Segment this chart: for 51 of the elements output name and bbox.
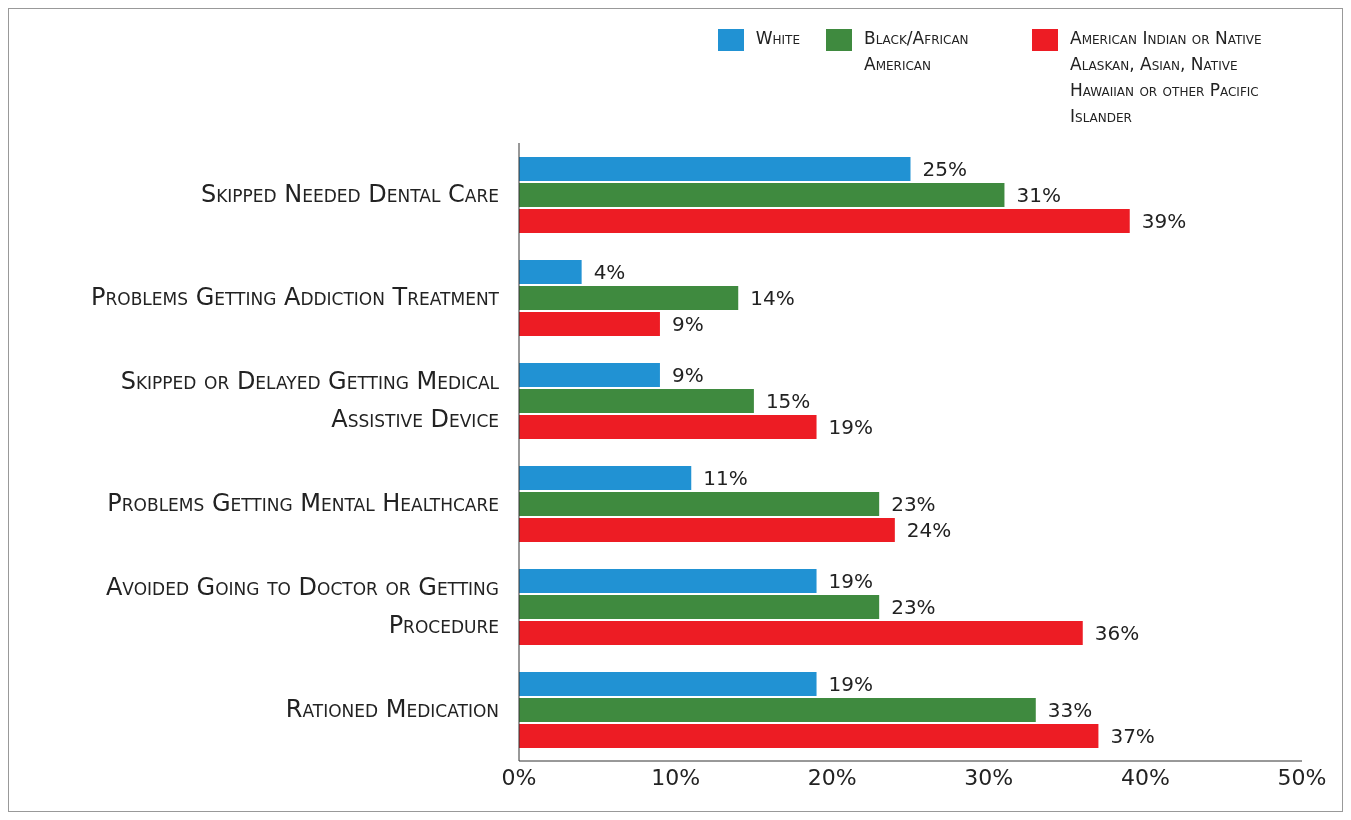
data-label: 31% (1016, 183, 1061, 208)
bar (519, 724, 1099, 748)
y-tick-label: Skipped or Delayed Getting Medical Assistive Device (120, 366, 500, 433)
bar (519, 312, 660, 336)
x-tick-label: 40% (1120, 764, 1170, 790)
data-label: 23% (891, 492, 936, 517)
bar (519, 621, 1083, 645)
y-tick-label: Rationed Medication (285, 694, 499, 723)
x-tick-label: 50% (1277, 764, 1327, 790)
y-tick-label: Avoided Going to Doctor or Getting Procedure (105, 572, 499, 639)
x-tick-label: 10% (651, 764, 701, 790)
bar (519, 698, 1036, 722)
bar (519, 389, 754, 413)
x-tick-label: 0% (501, 764, 537, 790)
data-label: 9% (671, 363, 704, 388)
bar (519, 415, 817, 439)
x-tick-label: 20% (807, 764, 857, 790)
bar (519, 157, 911, 181)
bar (519, 183, 1005, 207)
data-label: 37% (1110, 724, 1155, 749)
data-label: 4% (593, 260, 626, 285)
data-label: 14% (750, 286, 795, 311)
bar (519, 286, 739, 310)
data-label: 39% (1141, 209, 1187, 234)
x-tick-label: 30% (964, 764, 1014, 790)
y-tick-label: Problems Getting Mental Healthcare (107, 488, 499, 517)
bar (519, 363, 660, 387)
data-label: 33% (1047, 698, 1093, 723)
y-tick-label: Problems Getting Addiction Treatment (91, 282, 500, 311)
legend-label: White (755, 27, 800, 50)
data-label: 11% (703, 466, 748, 491)
legend-label: Black/African American (864, 27, 970, 76)
bar (519, 595, 880, 619)
data-label: 23% (891, 595, 936, 620)
y-tick-label: Skipped Needed Dental Care (200, 179, 499, 208)
data-label: 9% (671, 312, 704, 337)
bar (519, 492, 880, 516)
bar (519, 569, 817, 593)
data-label: 19% (828, 569, 873, 594)
bar (519, 209, 1130, 233)
data-label: 19% (828, 415, 873, 440)
data-label: 19% (828, 672, 873, 697)
legend-label: American Indian or Native Alaskan, Asian, Native Hawaiian or other Pacific Islander (1070, 27, 1263, 128)
data-label: 15% (765, 389, 811, 414)
data-label: 24% (906, 518, 952, 543)
data-label: 25% (922, 157, 967, 182)
bar (519, 466, 692, 490)
bar (519, 672, 817, 696)
bar (519, 260, 582, 284)
data-label: 36% (1094, 621, 1140, 646)
bar (519, 518, 895, 542)
